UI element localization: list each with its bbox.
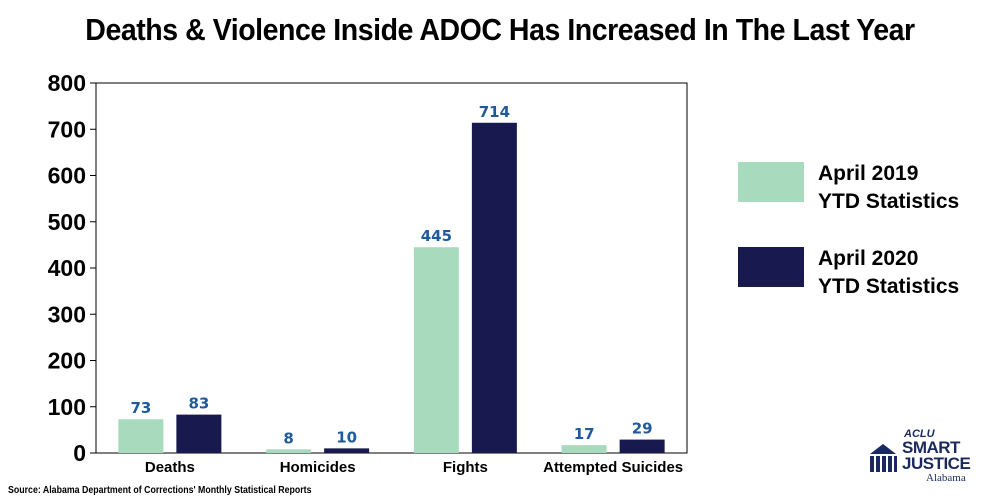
y-tick-label: 500: [48, 209, 86, 235]
data-label: 17: [574, 425, 595, 443]
y-tick-label: 0: [73, 440, 86, 466]
x-tick-label: Fights: [443, 459, 488, 476]
y-tick-label: 600: [48, 163, 86, 189]
bar-deaths-2020: [176, 414, 222, 453]
bar-attempted-suicides-2020: [619, 439, 665, 453]
y-tick-label: 700: [48, 116, 86, 142]
logo-bars-icon: [870, 444, 897, 472]
y-tick-label: 400: [48, 255, 86, 281]
y-tick-label: 200: [48, 348, 86, 374]
y-tick-label: 300: [48, 301, 86, 327]
x-tick-label: Deaths: [145, 459, 195, 476]
bar-fights-2019: [413, 247, 459, 453]
legend-swatch-2019: [738, 162, 804, 202]
bar-homicides-2019: [266, 449, 312, 453]
x-tick-label: Homicides: [280, 459, 356, 476]
data-label: 73: [130, 399, 151, 417]
legend-label-2019-line1: April 2019: [818, 162, 919, 185]
y-tick-label: 100: [48, 394, 86, 420]
legend-swatch-2020: [738, 247, 804, 287]
y-tick-label: 800: [48, 70, 86, 96]
legend-label-2020-line1: April 2020: [818, 247, 919, 270]
bar-attempted-suicides-2019: [561, 445, 607, 453]
bar-deaths-2019: [118, 419, 164, 453]
source-note: Source: Alabama Department of Correction…: [8, 485, 312, 496]
aclu-smart-justice-logo: ACLU SMART JUSTICE Alabama: [868, 428, 988, 488]
legend-item-2020: April 2020 YTD Statistics: [738, 245, 968, 301]
logo-smart-text: SMART: [902, 438, 960, 457]
legend-label-2020-line2: YTD Statistics: [818, 275, 960, 298]
logo-justice-text: JUSTICE: [902, 454, 971, 473]
legend-item-2019: April 2019 YTD Statistics: [738, 160, 968, 216]
data-label: 714: [479, 103, 510, 121]
data-label: 445: [421, 227, 452, 245]
data-label: 29: [632, 420, 653, 438]
legend-label-2019-line2: YTD Statistics: [818, 190, 960, 213]
chart-title: Deaths & Violence Inside ADOC Has Increa…: [85, 12, 915, 47]
logo-aclu-text: ACLU: [904, 428, 935, 440]
data-label: 10: [336, 428, 357, 446]
bar-fights-2020: [471, 122, 517, 454]
logo-state-text: Alabama: [926, 472, 966, 484]
bar-homicides-2020: [324, 448, 370, 453]
plot-frame: [95, 82, 688, 454]
data-label: 8: [283, 429, 293, 447]
data-label: 83: [188, 395, 209, 413]
x-tick-label: Attempted Suicides: [543, 459, 683, 476]
